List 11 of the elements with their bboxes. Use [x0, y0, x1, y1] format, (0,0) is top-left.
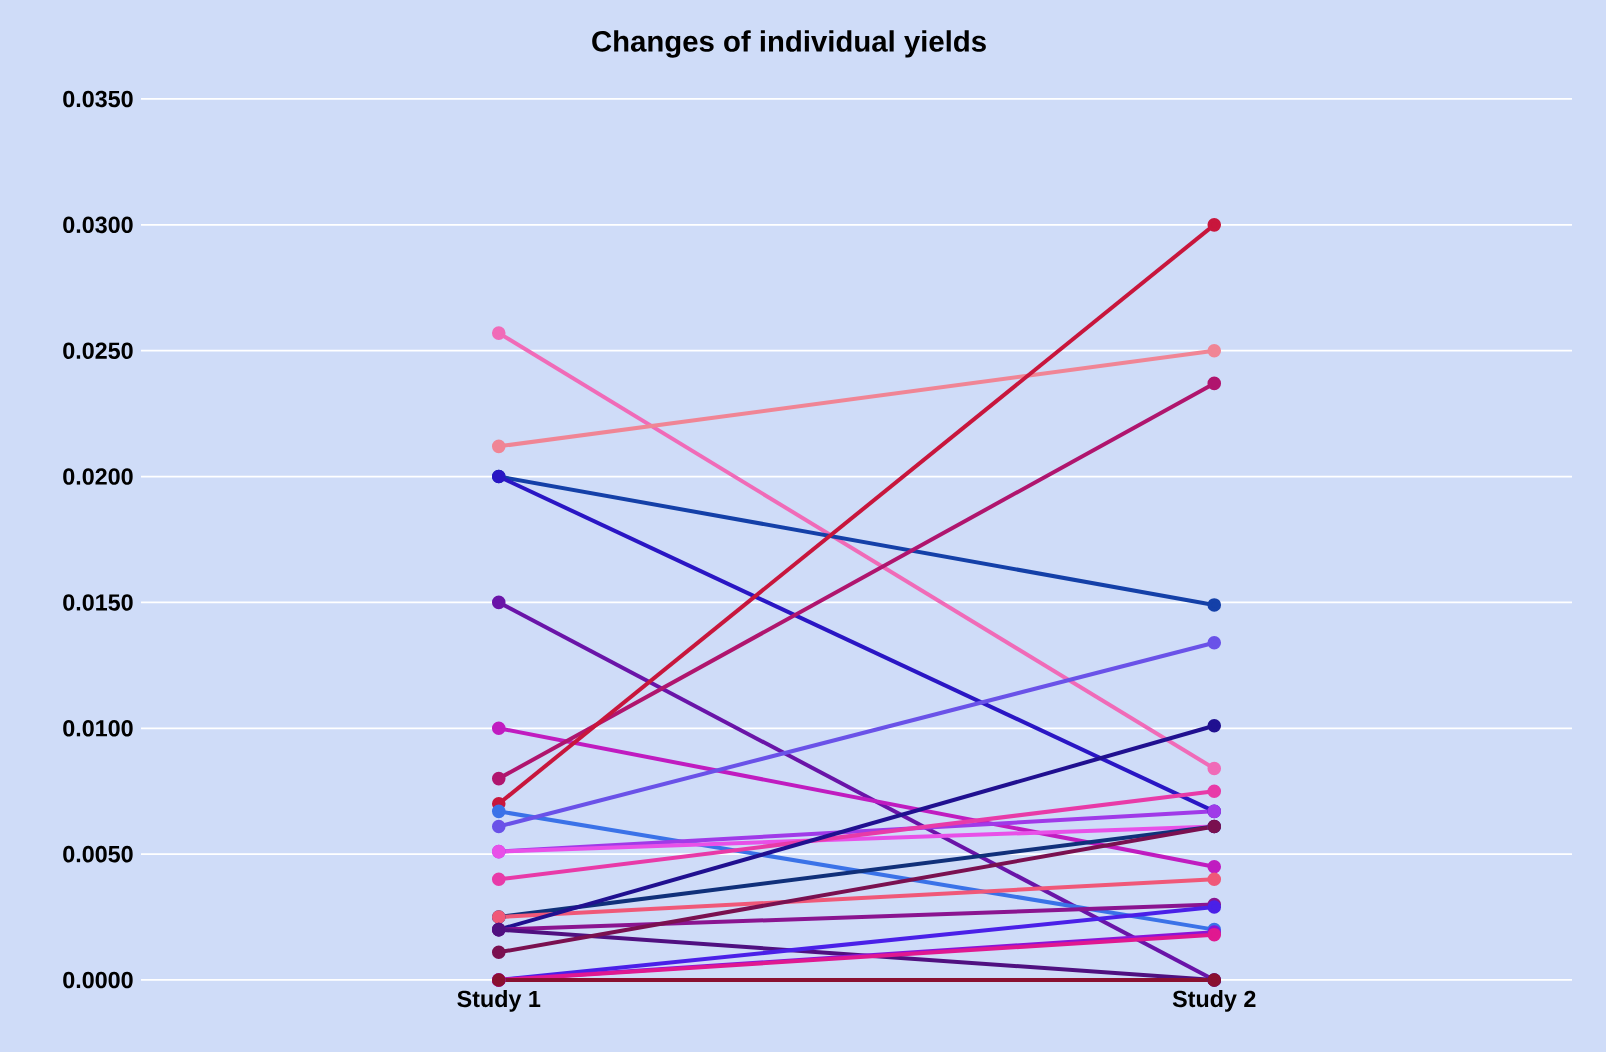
y-tick-label: 0.0150	[63, 594, 133, 611]
y-tick-label: 0.0050	[63, 845, 133, 863]
x-tick-label: Study 2	[1172, 990, 1256, 1012]
chart-title: Changes of individual yields	[592, 30, 986, 58]
y-tick-label: 0.0200	[63, 468, 133, 485]
y-tick-label: 0.0000	[63, 971, 133, 989]
y-tick-label: 0.0300	[63, 216, 133, 234]
y-tick-label: 0.0250	[63, 342, 133, 359]
y-tick-label: 0.0350	[63, 90, 133, 108]
y-tick-label: 0.0100	[63, 720, 133, 737]
x-tick-label: Study 1	[457, 990, 541, 1012]
